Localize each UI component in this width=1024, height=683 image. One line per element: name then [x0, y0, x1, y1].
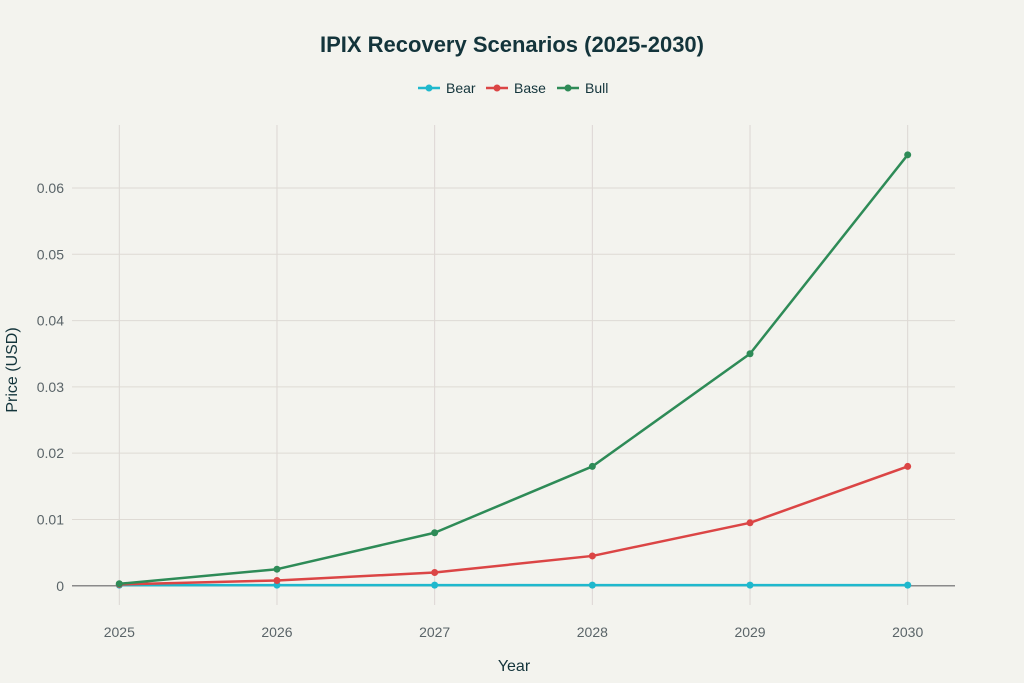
data-point	[431, 529, 439, 537]
gridlines	[72, 125, 955, 605]
legend-item-bull: Bull	[557, 80, 608, 96]
series-line-base	[119, 465, 909, 586]
x-tick-label: 2026	[261, 624, 292, 640]
data-point	[588, 552, 596, 560]
data-point	[431, 581, 439, 589]
series-base	[115, 462, 912, 588]
data-point	[431, 569, 439, 577]
legend-item-base: Base	[486, 80, 546, 96]
y-tick-label: 0	[56, 578, 64, 594]
series-bull	[115, 151, 912, 588]
legend-label: Bear	[446, 80, 476, 96]
x-tick-label: 2030	[892, 624, 923, 640]
legend-label: Base	[514, 80, 546, 96]
y-tick-label: 0.04	[37, 313, 64, 329]
x-tick-label: 2028	[577, 624, 608, 640]
y-tick-label: 0.06	[37, 180, 64, 196]
y-tick-label: 0.02	[37, 445, 64, 461]
y-tick-label: 0.03	[37, 379, 64, 395]
x-tick-label: 2027	[419, 624, 450, 640]
y-tick-label: 0.05	[37, 246, 64, 262]
y-tick-label: 0.01	[37, 511, 64, 527]
legend: Bear Base Bull	[418, 80, 608, 96]
legend-marker	[493, 84, 501, 92]
data-point	[904, 151, 912, 159]
legend-marker	[564, 84, 572, 92]
data-point	[746, 519, 754, 527]
y-axis-ticks: 0 0.01 0.02 0.03 0.04 0.05 0.06	[37, 180, 64, 594]
chart-title: IPIX Recovery Scenarios (2025-2030)	[320, 32, 704, 57]
data-point	[115, 580, 123, 588]
data-point	[588, 462, 596, 470]
series-lines	[115, 151, 912, 589]
series-line-bull	[119, 154, 909, 586]
data-point	[588, 581, 596, 589]
y-axis-label: Price (USD)	[4, 327, 21, 412]
data-point	[904, 462, 912, 470]
legend-marker	[425, 84, 433, 92]
data-point	[746, 581, 754, 589]
legend-item-bear: Bear	[418, 80, 476, 96]
x-tick-label: 2029	[734, 624, 765, 640]
legend-label: Bull	[585, 80, 608, 96]
x-tick-label: 2025	[104, 624, 135, 640]
data-point	[746, 350, 754, 358]
x-axis-ticks: 2025 2026 2027 2028 2029 2030	[104, 624, 924, 640]
data-point	[904, 581, 912, 589]
data-point	[273, 565, 281, 573]
data-point	[273, 576, 281, 584]
x-axis-label: Year	[498, 658, 531, 675]
